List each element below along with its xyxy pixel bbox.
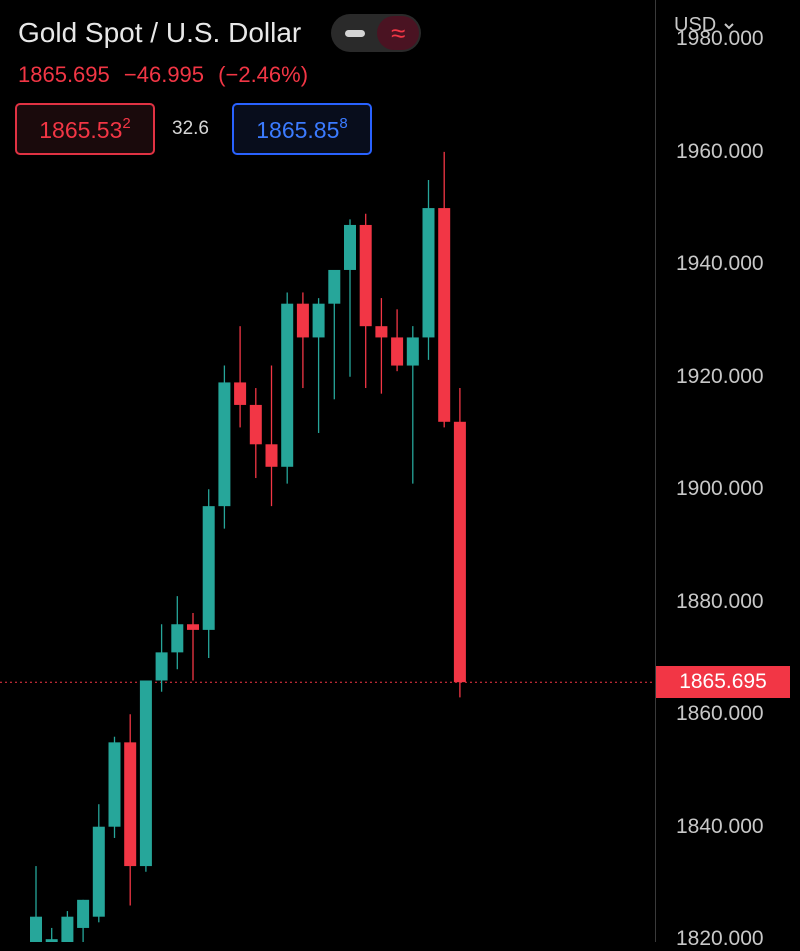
- buy-price-main: 1865.85: [256, 117, 340, 143]
- candle[interactable]: [375, 298, 388, 394]
- candle[interactable]: [61, 911, 74, 942]
- candle-body: [92, 826, 105, 917]
- candle[interactable]: [391, 309, 404, 372]
- price-tick-label: 1920.000: [676, 364, 764, 388]
- buy-button[interactable]: 1865.858: [232, 103, 372, 155]
- candle[interactable]: [187, 613, 199, 681]
- chevron-down-icon: [724, 23, 734, 30]
- candle[interactable]: [265, 365, 278, 507]
- candle-body: [375, 326, 388, 338]
- candle[interactable]: [92, 804, 105, 923]
- candle-body: [281, 303, 294, 467]
- candle-body: [422, 208, 435, 338]
- chart-area[interactable]: Gold Spot / U.S. Dollar ≈ 1865.695 −46.9…: [0, 0, 655, 942]
- price-tick-label: 1840.000: [676, 814, 764, 838]
- price-tick-label: 1960.000: [676, 139, 764, 163]
- sell-price-pip: 2: [122, 115, 131, 132]
- candle[interactable]: [171, 596, 184, 670]
- candle-body: [218, 382, 231, 507]
- candle[interactable]: [30, 866, 42, 942]
- price-tick-label: 1980.000: [676, 27, 764, 51]
- candle-body: [45, 939, 58, 942]
- candle[interactable]: [344, 219, 356, 377]
- candle-body: [391, 337, 404, 366]
- candle[interactable]: [453, 388, 466, 698]
- candle[interactable]: [124, 714, 137, 906]
- minus-icon[interactable]: [345, 30, 366, 37]
- candle-body: [296, 303, 309, 338]
- change-value: −46.995: [123, 62, 205, 87]
- candle-body: [30, 916, 42, 942]
- candle[interactable]: [328, 269, 341, 400]
- last-price-value: 1865.695: [18, 62, 110, 87]
- symbol-title[interactable]: Gold Spot / U.S. Dollar: [18, 17, 302, 48]
- candle[interactable]: [139, 680, 152, 872]
- change-percent: (−2.46%): [218, 62, 309, 87]
- candle-body: [171, 624, 184, 653]
- candle-body: [77, 899, 90, 928]
- currency-selector[interactable]: USD: [674, 14, 734, 37]
- currency-label: USD: [674, 14, 717, 36]
- quote-change-row: 1865.695 −46.995 (−2.46%): [18, 62, 316, 88]
- price-tick-label: 1900.000: [676, 477, 764, 501]
- candle-body: [139, 680, 152, 867]
- buy-price-pip: 8: [339, 115, 348, 132]
- candle[interactable]: [281, 292, 294, 484]
- candle[interactable]: [77, 899, 90, 942]
- candle[interactable]: [249, 388, 262, 479]
- candle-body: [234, 382, 247, 405]
- candle-body: [359, 224, 372, 327]
- candle-body: [249, 404, 262, 445]
- candle[interactable]: [312, 298, 325, 434]
- candle-body: [187, 624, 199, 630]
- candle-body: [265, 444, 278, 467]
- sell-price-main: 1865.53: [39, 117, 123, 143]
- axis-divider: [655, 0, 656, 942]
- last-price-tag: 1865.695: [656, 666, 790, 699]
- candle-body: [108, 742, 121, 827]
- candle-body: [312, 303, 325, 338]
- candle[interactable]: [108, 736, 121, 838]
- candle[interactable]: [202, 489, 215, 658]
- candle-body: [438, 208, 451, 422]
- price-tick-label: 1880.000: [676, 589, 764, 613]
- approx-wave-icon[interactable]: ≈: [377, 16, 420, 50]
- candle[interactable]: [45, 927, 58, 942]
- spread-value: 32.6: [172, 118, 209, 139]
- candle-body: [61, 916, 74, 942]
- candle-body: [328, 269, 341, 304]
- price-tick-label: 1820.000: [676, 927, 764, 951]
- price-tick-label: 1940.000: [676, 252, 764, 276]
- price-axis[interactable]: USD 1980.000 1960.000 1940.000 1920.000 1900…: [656, 0, 800, 950]
- candle-body: [453, 421, 466, 683]
- candle[interactable]: [155, 624, 168, 692]
- candle[interactable]: [234, 326, 247, 428]
- symbol-header: Gold Spot / U.S. Dollar ≈: [18, 14, 422, 52]
- candle[interactable]: [359, 213, 372, 389]
- candle-body: [344, 224, 356, 270]
- candle-body: [406, 337, 419, 366]
- candle[interactable]: [218, 365, 231, 529]
- candle-body: [124, 742, 137, 867]
- candle[interactable]: [438, 151, 451, 428]
- chart-toggle-pill[interactable]: ≈: [331, 14, 422, 52]
- candle[interactable]: [422, 179, 435, 360]
- candle-body: [202, 506, 215, 630]
- candle[interactable]: [296, 292, 309, 389]
- candle[interactable]: [406, 326, 419, 484]
- sell-button[interactable]: 1865.532: [15, 103, 155, 155]
- price-tick-label: 1860.000: [676, 702, 764, 726]
- candle-body: [155, 652, 168, 681]
- candlestick-plot[interactable]: [0, 0, 655, 942]
